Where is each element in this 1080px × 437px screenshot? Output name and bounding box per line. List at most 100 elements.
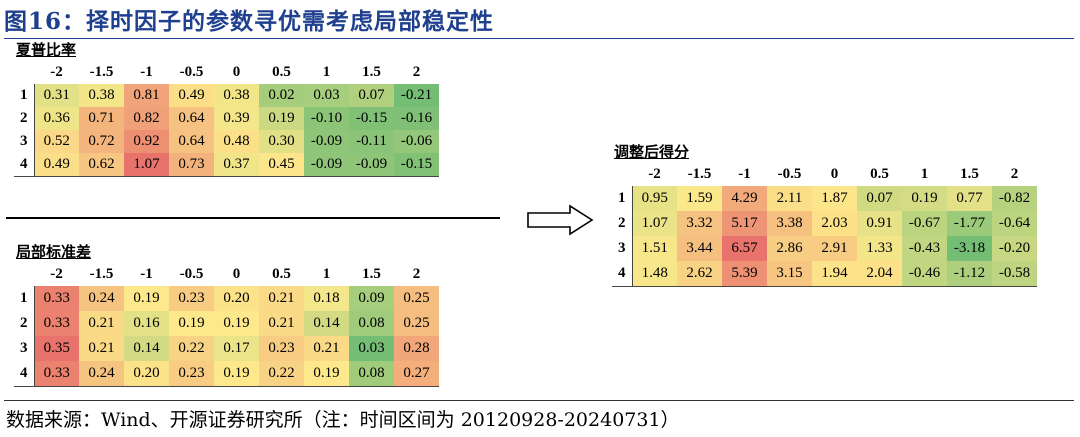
column-header: -0.5	[777, 166, 802, 182]
heatmap-cell: 0.82	[124, 107, 169, 130]
sharpe-ratio-heatmap: 夏普比率 -2 -1.5 -1 -0.5 0 0.5 1 1.5 2 1 0.31 0.38 0.81 0…	[14, 40, 439, 177]
heatmap-cell: -1.77	[947, 211, 992, 236]
heatmap-cell: 0.52	[34, 130, 79, 153]
heatmap-cell: 4.29	[722, 186, 767, 211]
column-header: -1	[140, 64, 153, 80]
column-header: 0.5	[272, 266, 291, 282]
row-header: 4	[14, 361, 35, 387]
table-row: 1 0.31 0.38 0.81 0.49 0.38 0.02 0.03 0.07 -0.21	[14, 84, 439, 107]
heatmap-cell: 0.81	[124, 84, 169, 107]
adjusted-score-title: 调整后得分	[614, 143, 690, 161]
heatmap-cell: 1.07	[124, 153, 169, 177]
heatmap-cell: 0.64	[169, 107, 214, 130]
heatmap-cell: 0.16	[124, 311, 169, 336]
heatmap-cell: 0.49	[34, 153, 79, 177]
heatmap-cell: 0.19	[214, 311, 259, 336]
column-header: 2	[412, 64, 421, 80]
heatmap-cell: 0.62	[79, 153, 124, 177]
heatmap-cell: 0.36	[34, 107, 79, 130]
heatmap-cell: -0.21	[394, 84, 439, 107]
heatmap-cell: 3.38	[767, 211, 812, 236]
heatmap-cell: 0.21	[259, 311, 304, 336]
row-header: 4	[14, 153, 35, 177]
heatmap-cell: 0.33	[34, 286, 79, 311]
column-header: -0.5	[179, 266, 204, 282]
column-header: 0.5	[870, 166, 889, 182]
heatmap-cell: -0.10	[304, 107, 349, 130]
heatmap-cell: 0.35	[34, 336, 79, 361]
heatmap-cell: 2.03	[812, 211, 857, 236]
column-header: 2	[1010, 166, 1019, 182]
heatmap-cell: 0.21	[79, 311, 124, 336]
heatmap-cell: 0.31	[34, 84, 79, 107]
heatmap-cell: 0.22	[169, 336, 214, 361]
heatmap-cell: 0.21	[259, 286, 304, 311]
heatmap-cell: 0.38	[79, 84, 124, 107]
heatmap-cell: -0.82	[992, 186, 1037, 211]
table-row: 3 1.51 3.44 6.57 2.86 2.91 1.33 -0.43 -3.18 -0.20	[612, 236, 1037, 261]
column-header: 1	[322, 266, 331, 282]
heatmap-cell: 0.03	[349, 336, 394, 361]
heatmap-cell: -0.43	[902, 236, 947, 261]
column-header: -0.5	[179, 64, 204, 80]
heatmap-cell: 0.07	[857, 186, 902, 211]
heatmap-cell: 0.19	[304, 361, 349, 387]
heatmap-cell: -0.16	[394, 107, 439, 130]
table-row: 4 0.49 0.62 1.07 0.73 0.37 0.45 -0.09 -0.09 -0.15	[14, 153, 439, 177]
heatmap-cell: 1.51	[632, 236, 677, 261]
heatmap-cell: -0.64	[992, 211, 1037, 236]
row-header: 3	[612, 236, 633, 261]
heatmap-cell: 0.92	[124, 130, 169, 153]
heatmap-cell: 0.19	[169, 311, 214, 336]
row-header: 2	[14, 107, 35, 130]
column-header: 1	[920, 166, 929, 182]
adjusted-score-table: -2 -1.5 -1 -0.5 0 0.5 1 1.5 2 1 0.95 1.59 4.29 2.11 1.…	[612, 163, 1037, 287]
heatmap-cell: -0.58	[992, 261, 1037, 287]
column-header: 1	[322, 64, 331, 80]
heatmap-cell: 0.25	[394, 311, 439, 336]
right-arrow-icon	[526, 204, 594, 241]
heatmap-cell: 0.39	[214, 107, 259, 130]
heatmap-cell: 0.20	[214, 286, 259, 311]
table-row: 2 1.07 3.32 5.17 3.38 2.03 0.91 -0.67 -1.77 -0.64	[612, 211, 1037, 236]
heatmap-cell: 0.64	[169, 130, 214, 153]
heatmap-cell: 0.23	[169, 286, 214, 311]
column-header: 1.5	[960, 166, 979, 182]
heatmap-cell: 3.15	[767, 261, 812, 287]
heatmap-cell: 0.20	[124, 361, 169, 387]
heatmap-cell: 0.18	[304, 286, 349, 311]
heatmap-cell: 1.07	[632, 211, 677, 236]
heatmap-cell: -0.20	[992, 236, 1037, 261]
local-std-table: -2 -1.5 -1 -0.5 0 0.5 1 1.5 2 1 0.33 0.24 0.19 0.23 0.…	[14, 263, 439, 387]
heatmap-cell: 0.19	[124, 286, 169, 311]
heatmap-cell: 0.27	[394, 361, 439, 387]
row-header: 1	[14, 84, 35, 107]
heatmap-cell: 0.24	[79, 286, 124, 311]
heatmap-cell: 0.17	[214, 336, 259, 361]
heatmap-cell: 0.23	[259, 336, 304, 361]
table-row: 4 1.48 2.62 5.39 3.15 1.94 2.04 -0.46 -1.12 -0.58	[612, 261, 1037, 287]
heatmap-cell: 0.23	[169, 361, 214, 387]
column-header: -1.5	[687, 166, 712, 182]
column-header: -1	[140, 266, 153, 282]
heatmap-cell: 5.39	[722, 261, 767, 287]
heatmap-cell: 3.44	[677, 236, 722, 261]
heatmap-cell: 0.24	[79, 361, 124, 387]
heatmap-cell: 0.14	[124, 336, 169, 361]
column-header: 0.5	[272, 64, 291, 80]
heatmap-cell: 0.25	[394, 286, 439, 311]
corner-cell	[14, 263, 34, 286]
local-std-heatmap: 局部标准差 -2 -1.5 -1 -0.5 0 0.5 1 1.5 2 1 0.33 0.24 0.19…	[14, 242, 439, 387]
heatmap-cell: -0.11	[349, 130, 394, 153]
row-header: 2	[14, 311, 35, 336]
heatmap-cell: 0.19	[214, 361, 259, 387]
row-header: 4	[612, 261, 633, 287]
table-row: 1 0.33 0.24 0.19 0.23 0.20 0.21 0.18 0.09 0.25	[14, 286, 439, 311]
heatmap-cell: -0.15	[394, 153, 439, 177]
title-rule	[4, 38, 1074, 39]
heatmap-cell: 0.48	[214, 130, 259, 153]
column-header: -2	[648, 166, 661, 182]
heatmap-cell: 2.91	[812, 236, 857, 261]
heatmap-cell: 0.91	[857, 211, 902, 236]
heatmap-cell: -0.67	[902, 211, 947, 236]
